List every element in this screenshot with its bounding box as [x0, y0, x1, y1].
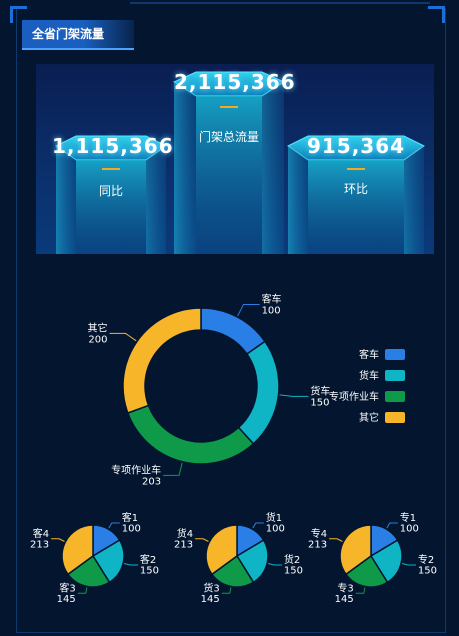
- legend-label-2[interactable]: 货车: [359, 369, 379, 382]
- special-pie-leader-3: [355, 587, 366, 594]
- special-pie-value-3: 145: [335, 594, 354, 605]
- corner-decoration-right: [428, 6, 445, 23]
- passenger-pie-slice-4[interactable]: [61, 524, 94, 576]
- corner-decoration-left: [10, 6, 27, 23]
- traffic-stats-block: 2,115,366 门架总流量 1,115,366 同比 915,364 环比: [36, 64, 434, 254]
- special-pie-value-2: 150: [418, 565, 437, 576]
- truck-pie-leader-3: [221, 587, 232, 594]
- special-pie-label-4: 专4: [311, 527, 327, 540]
- donut-label-3: 专项作业车: [111, 463, 161, 476]
- passenger-pie-slice-3[interactable]: [66, 554, 111, 588]
- passenger-pie-value-1: 100: [122, 523, 141, 534]
- passenger-pie-label-3: 客3: [59, 581, 75, 594]
- special-pie-value-4: 213: [308, 539, 327, 550]
- donut-slice-4[interactable]: [122, 307, 202, 414]
- donut-value-4: 200: [88, 334, 107, 345]
- left-pillar: [55, 135, 167, 254]
- donut-leader-4: [109, 332, 137, 342]
- passenger-pie-leader-1: [108, 522, 120, 529]
- truck-pie-value-3: 145: [201, 594, 220, 605]
- truck-pie-value-4: 213: [174, 539, 193, 550]
- left-dash: [102, 168, 120, 170]
- truck-pie-value-1: 100: [266, 523, 285, 534]
- special-pie-leader-4: [329, 538, 343, 542]
- donut-leader-1: [237, 303, 260, 317]
- donut-value-3: 203: [142, 476, 161, 487]
- legend-swatch-4[interactable]: [385, 412, 405, 423]
- panel-title: 全省门架流量: [22, 20, 134, 50]
- passenger-pie-label-1: 客1: [122, 511, 138, 524]
- legend-label-4[interactable]: 其它: [359, 411, 379, 424]
- legend-label-3[interactable]: 专项作业车: [329, 390, 379, 403]
- passenger-pie-value-2: 150: [140, 565, 159, 576]
- special-pie-leader-1: [386, 522, 398, 529]
- donut-slice-2[interactable]: [237, 340, 280, 445]
- right-dash: [347, 168, 365, 170]
- right-pillar: [287, 135, 425, 254]
- panel-frame: [16, 8, 446, 633]
- truck-pie-slice-2[interactable]: [235, 539, 269, 584]
- donut-label-2: 货车: [310, 384, 330, 397]
- hexagon-pillars: [55, 71, 425, 254]
- truck-pie-label-1: 货1: [266, 511, 282, 524]
- donut-label-1: 客车: [262, 292, 282, 305]
- special-pie-slice-4[interactable]: [339, 524, 372, 576]
- truck-pie-leader-2: [267, 563, 282, 566]
- total-flow-label: 门架总流量: [198, 130, 259, 144]
- special-pie-slice-3[interactable]: [344, 554, 389, 588]
- donut-value-2: 150: [310, 397, 329, 408]
- passenger-pie-leader-3: [77, 587, 88, 594]
- truck-pie-slice-3[interactable]: [210, 554, 255, 588]
- legend-swatch-3[interactable]: [385, 391, 405, 402]
- special-pie-leader-2: [401, 563, 416, 566]
- top-border-line: [130, 2, 430, 4]
- donut-leader-3: [163, 462, 183, 476]
- center-dash: [220, 106, 238, 108]
- donut-leader-2: [279, 394, 309, 397]
- passenger-pie-leader-2: [123, 563, 138, 566]
- special-pie-label-1: 专1: [400, 511, 416, 524]
- passenger-pie-leader-4: [51, 538, 65, 542]
- mom-value: 915,364: [306, 134, 406, 158]
- mom-label: 环比: [343, 182, 368, 196]
- legend-swatch-2[interactable]: [385, 370, 405, 381]
- donut-slice-3[interactable]: [126, 404, 255, 465]
- donut-label-4: 其它: [88, 321, 108, 334]
- center-pillar: [172, 71, 286, 254]
- special-pie-value-1: 100: [400, 523, 419, 534]
- passenger-pie-value-4: 213: [30, 539, 49, 550]
- special-pie-label-3: 专3: [337, 581, 353, 594]
- passenger-pie-value-3: 145: [57, 594, 76, 605]
- legend-label-1[interactable]: 客车: [359, 348, 379, 361]
- passenger-pie-label-4: 客4: [33, 527, 49, 540]
- special-pie-label-2: 专2: [418, 553, 434, 566]
- truck-pie-leader-4: [195, 538, 209, 542]
- truck-pie-label-2: 货2: [284, 553, 300, 566]
- passenger-pie-label-2: 客2: [140, 553, 156, 566]
- total-flow-value: 2,115,366: [174, 70, 296, 94]
- truck-pie-label-3: 货3: [203, 581, 219, 594]
- legend-swatch-1[interactable]: [385, 349, 405, 360]
- truck-pie-leader-1: [252, 522, 264, 529]
- yoy-label: 同比: [98, 184, 123, 198]
- truck-pie-label-4: 货4: [177, 527, 193, 540]
- donut-value-1: 100: [262, 305, 281, 316]
- truck-pie-value-2: 150: [284, 565, 303, 576]
- yoy-value: 1,115,366: [52, 134, 174, 158]
- truck-pie-slice-4[interactable]: [205, 524, 238, 576]
- donut-slice-1[interactable]: [200, 307, 267, 356]
- special-pie-slice-2[interactable]: [369, 539, 403, 584]
- passenger-pie-slice-2[interactable]: [91, 539, 125, 584]
